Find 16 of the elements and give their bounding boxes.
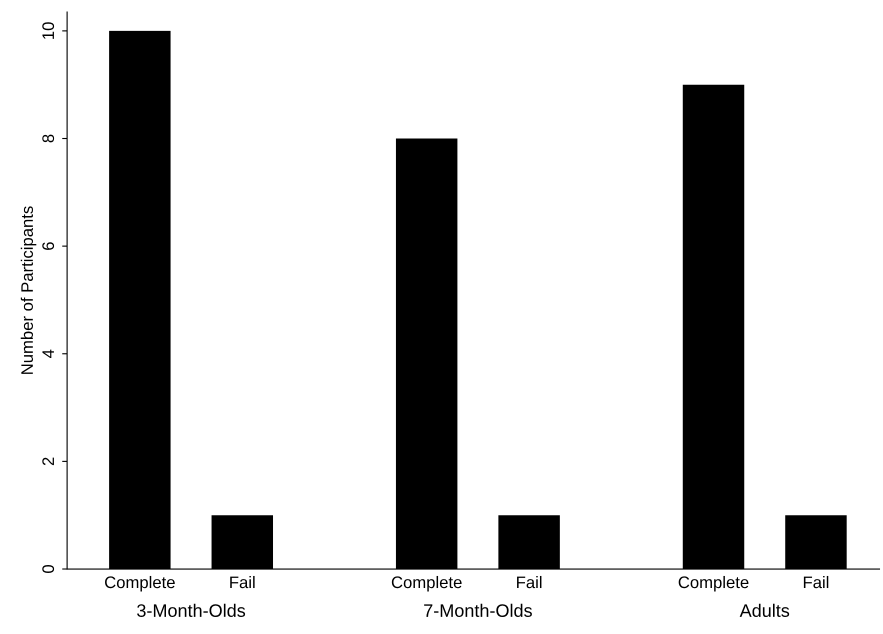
x-tick-label: Complete [105, 576, 175, 592]
y-tick-label: 8 [42, 134, 54, 142]
x-tick-label: Complete [392, 576, 462, 592]
text: 3-Month-Olds [137, 604, 246, 617]
y-tick-label: 6 [42, 242, 54, 250]
x-tick-label: Fail [804, 576, 828, 588]
text: 7-Month-Olds [424, 604, 532, 617]
x-tick-label: Complete [678, 576, 748, 592]
x-tick-label: Fail [517, 576, 542, 588]
y-tick-label: 0 [42, 565, 54, 573]
text: Adults [740, 604, 790, 617]
y-axis-title: Number of Participants [20, 206, 36, 374]
y-tick-label: 2 [42, 458, 54, 466]
y-tick-label: 10 [42, 22, 54, 39]
x-tick-label: Fail [230, 576, 255, 588]
y-tick-label: 4 [42, 350, 54, 358]
